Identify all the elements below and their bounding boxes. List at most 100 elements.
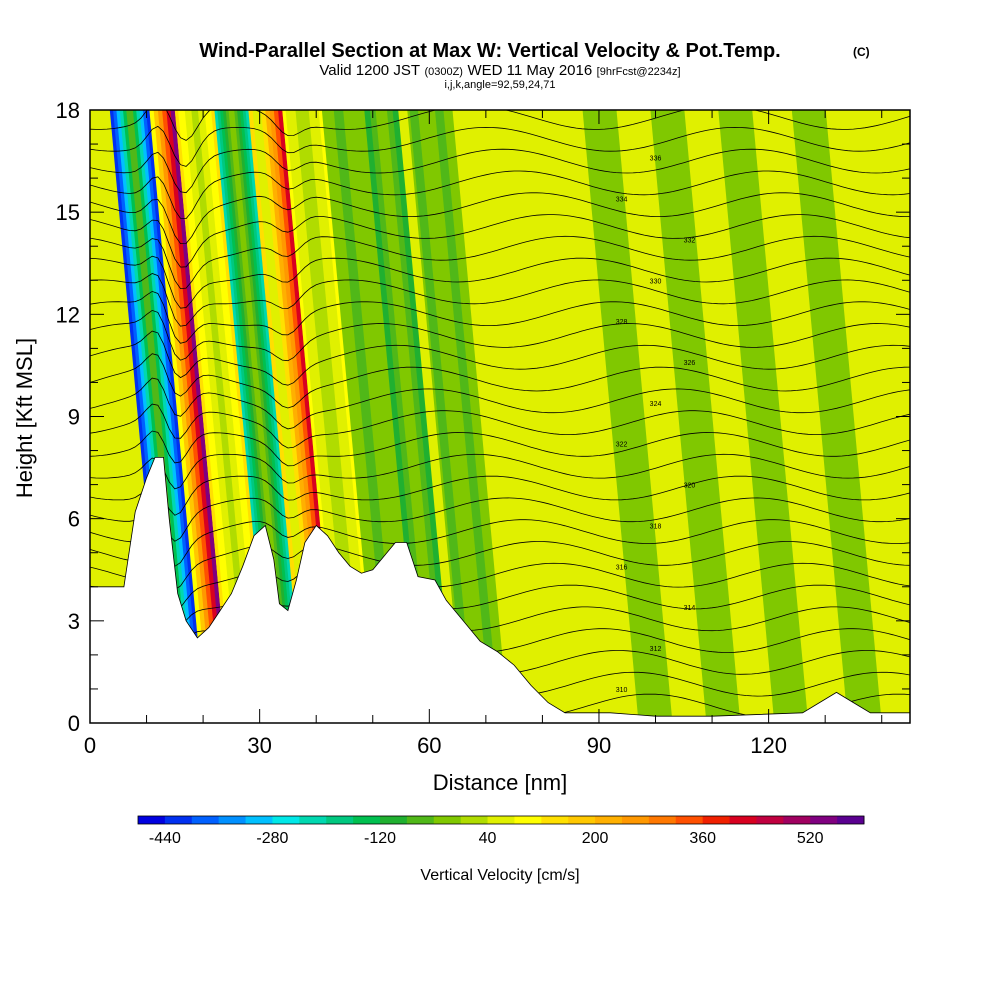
colorbar-label: 520 bbox=[797, 830, 824, 847]
theta-contour bbox=[90, 403, 910, 449]
colorbar-swatch bbox=[164, 816, 193, 824]
theta-contour bbox=[90, 148, 910, 194]
x-tick-label: 60 bbox=[417, 733, 441, 758]
axis-ticks: 0 30 60 90 120 0 3 6 9 12 15 18 bbox=[56, 98, 910, 758]
y-tick-label: 18 bbox=[56, 98, 80, 123]
colorbar-frame bbox=[137, 815, 865, 825]
subtitle-date: WED 11 May 2016 bbox=[467, 62, 592, 79]
velocity-minor-band bbox=[732, 110, 795, 723]
theta-contour bbox=[90, 453, 910, 490]
y-tick-label: 6 bbox=[68, 507, 80, 532]
velocity-minor-band bbox=[596, 110, 659, 723]
subtitle-zulu: (0300Z) bbox=[424, 66, 463, 78]
theta-contour bbox=[90, 255, 910, 309]
theta-contour bbox=[90, 377, 910, 430]
colorbar-swatch bbox=[729, 816, 757, 824]
colorbar-swatch bbox=[837, 816, 865, 824]
colorbar-swatch bbox=[702, 816, 731, 824]
colorbar-swatch bbox=[380, 816, 408, 824]
contour-label: 322 bbox=[616, 442, 628, 449]
colorbar-swatch bbox=[568, 816, 596, 824]
colorbar-swatch bbox=[460, 816, 489, 824]
x-axis-label: Distance [nm] bbox=[433, 770, 568, 795]
plot-area: 310 312 314 316 318 320 322 324 326 328 330 332 334 3… bbox=[90, 110, 910, 723]
chart-title-mark: (C) bbox=[853, 45, 870, 59]
colorbar-swatch bbox=[622, 816, 650, 824]
contour-label: 328 bbox=[616, 319, 628, 326]
downdraft-band bbox=[378, 110, 441, 723]
theta-contour bbox=[90, 214, 910, 268]
chart-subtitle-indices: i,j,k,angle=92,59,24,71 bbox=[444, 79, 555, 91]
theta-contour bbox=[90, 353, 910, 409]
colorbar-swatch bbox=[783, 816, 811, 824]
colorbar-swatch bbox=[353, 816, 381, 824]
contour-label: 310 bbox=[616, 687, 628, 694]
colorbar-swatch bbox=[487, 816, 515, 824]
colorbar-label: 360 bbox=[689, 830, 716, 847]
colorbar-swatch bbox=[675, 816, 704, 824]
subtitle-valid: Valid 1200 JST bbox=[319, 62, 420, 79]
theta-contour bbox=[90, 475, 910, 516]
colorbar-swatch bbox=[138, 816, 166, 824]
theta-contour bbox=[90, 430, 910, 467]
colorbar-swatch bbox=[648, 816, 677, 824]
theta-contour bbox=[90, 290, 910, 344]
contour-label: 334 bbox=[616, 197, 628, 204]
contour-label: 326 bbox=[684, 360, 696, 367]
colorbar-swatch bbox=[326, 816, 354, 824]
x-tick-label: 120 bbox=[750, 733, 787, 758]
theta-contours: 310 312 314 316 318 320 322 324 326 328 330 332 334 3… bbox=[90, 110, 910, 723]
colorbar-label: -440 bbox=[149, 830, 181, 847]
colorbar-swatch bbox=[299, 816, 327, 824]
y-tick-label: 12 bbox=[56, 302, 80, 327]
chart-title: Wind-Parallel Section at Max W: Vertical… bbox=[199, 40, 780, 62]
downdraft-band bbox=[423, 110, 486, 723]
colorbar-label: -120 bbox=[364, 830, 396, 847]
theta-contour bbox=[90, 192, 910, 245]
y-tick-label: 3 bbox=[68, 609, 80, 634]
contour-label: 324 bbox=[650, 401, 662, 408]
colorbar-swatch bbox=[810, 816, 838, 824]
colorbar-label: 40 bbox=[479, 830, 497, 847]
y-tick-label: 0 bbox=[68, 711, 80, 736]
velocity-minor-band bbox=[664, 110, 727, 723]
terrain bbox=[90, 457, 910, 723]
theta-contour bbox=[90, 497, 910, 542]
colorbar-title: Vertical Velocity [cm/s] bbox=[420, 867, 579, 884]
subtitle-forecast: [9hrFcst@2234z] bbox=[597, 66, 681, 78]
x-tick-label: 0 bbox=[84, 733, 96, 758]
theta-contour bbox=[90, 110, 910, 141]
colorbar-label: -280 bbox=[256, 830, 288, 847]
colorbar-swatch bbox=[756, 816, 784, 824]
theta-contour bbox=[90, 170, 910, 220]
theta-contour bbox=[90, 541, 910, 591]
theta-contour bbox=[90, 519, 910, 567]
colorbar-swatch bbox=[272, 816, 300, 824]
contour-label: 314 bbox=[684, 605, 696, 612]
chart-subtitle: Valid 1200 JST (0300Z) WED 11 May 2016 [… bbox=[319, 62, 680, 79]
y-tick-label: 15 bbox=[56, 200, 80, 225]
contour-label: 320 bbox=[684, 483, 696, 490]
colorbar-label: 200 bbox=[582, 830, 609, 847]
y-tick-label: 9 bbox=[68, 405, 80, 430]
contour-label: 316 bbox=[616, 564, 628, 571]
colorbar: -440 -280 -120 40 200 360 520 bbox=[137, 815, 865, 847]
theta-contour bbox=[90, 273, 910, 327]
colorbar-swatch bbox=[595, 816, 623, 824]
contour-label: 330 bbox=[650, 278, 662, 285]
colorbar-swatch bbox=[191, 816, 220, 824]
theta-contour bbox=[90, 309, 910, 362]
colorbar-swatch bbox=[218, 816, 247, 824]
x-tick-label: 30 bbox=[247, 733, 271, 758]
colorbar-swatch bbox=[541, 816, 569, 824]
theta-contour bbox=[90, 562, 910, 612]
x-tick-label: 90 bbox=[587, 733, 611, 758]
velocity-minor-band bbox=[805, 110, 868, 723]
colorbar-swatch bbox=[406, 816, 435, 824]
colorbar-swatch bbox=[433, 816, 462, 824]
contour-label: 336 bbox=[650, 156, 662, 163]
contour-label: 332 bbox=[684, 237, 696, 244]
theta-contour bbox=[90, 235, 910, 290]
contour-label: 318 bbox=[650, 523, 662, 530]
